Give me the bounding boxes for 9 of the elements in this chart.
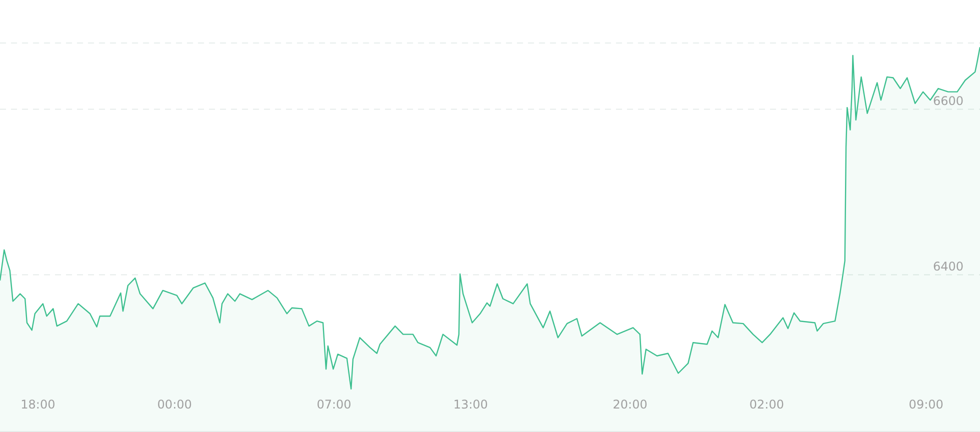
x-tick-label: 18:00 <box>20 398 56 412</box>
x-tick-label: 00:00 <box>157 398 192 412</box>
x-tick-label: 07:00 <box>316 398 352 412</box>
x-tick-label: 20:00 <box>612 398 648 412</box>
x-tick-label: 02:00 <box>749 398 784 412</box>
y-tick-label: 6400 <box>933 260 964 274</box>
y-tick-label: 6600 <box>933 94 964 108</box>
x-tick-label: 09:00 <box>908 398 944 412</box>
x-tick-label: 13:00 <box>453 398 488 412</box>
